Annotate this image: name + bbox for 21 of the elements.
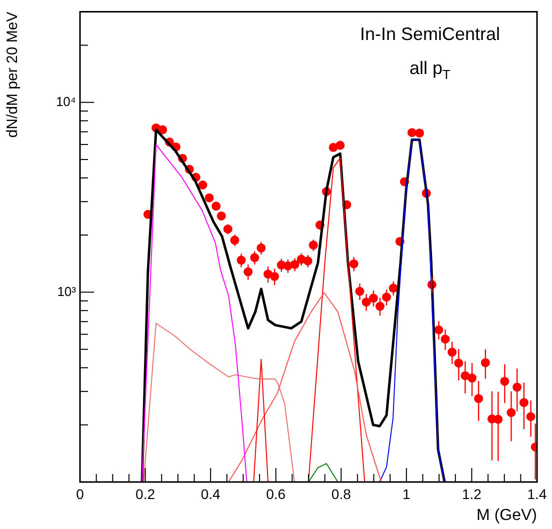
point xyxy=(414,128,424,138)
point xyxy=(212,202,221,211)
x-tick-label: 0.4 xyxy=(200,486,221,502)
point xyxy=(158,125,168,134)
x-tick-label: 0.6 xyxy=(266,486,286,502)
point xyxy=(198,180,208,190)
x-tick-label: 1.4 xyxy=(527,486,547,502)
x-tick-label: 0 xyxy=(76,486,84,502)
y-tick-label: 10⁴ xyxy=(56,94,76,109)
annotation: In-In SemiCentral xyxy=(360,24,500,44)
point xyxy=(204,193,214,202)
x-tick-label: 0.8 xyxy=(331,486,352,502)
x-axis-title: M (GeV) xyxy=(476,506,537,524)
y-tick-label: 10³ xyxy=(57,284,77,299)
x-tick-label: 1 xyxy=(402,486,411,502)
point xyxy=(328,142,338,152)
x-tick-label: 0.2 xyxy=(136,486,156,502)
x-tick-label: 1.2 xyxy=(462,486,482,502)
point xyxy=(336,140,345,150)
point xyxy=(407,128,416,138)
y-axis-title: dN/dM per 20 MeV xyxy=(4,12,22,138)
